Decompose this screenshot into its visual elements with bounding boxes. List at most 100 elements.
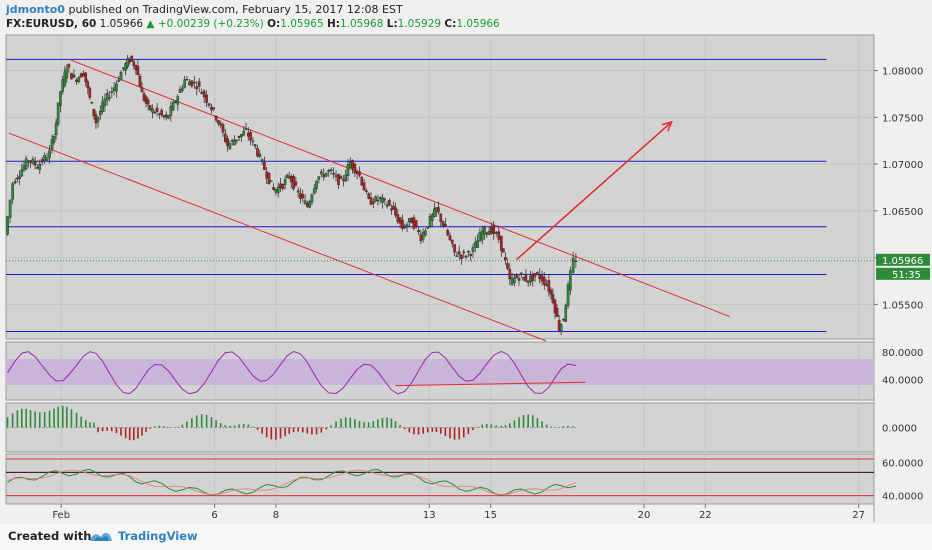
candle [533, 273, 537, 282]
candle-body [441, 221, 445, 226]
candle-body [162, 115, 166, 118]
candle [138, 73, 142, 88]
candle [181, 84, 184, 93]
macd-histogram-bar [265, 427, 268, 438]
macd-histogram-bar [386, 417, 388, 428]
candle-body [283, 179, 287, 185]
candle [151, 104, 154, 119]
candle [153, 110, 157, 114]
time-tick-label: 8 [273, 510, 279, 521]
candle-body [267, 172, 271, 184]
candle-body [542, 276, 546, 285]
candle [337, 173, 340, 189]
macd-histogram-bar [252, 426, 254, 428]
candle-body [310, 194, 314, 203]
candle [292, 174, 295, 191]
close-value: 1.05966 [456, 18, 500, 30]
candle [344, 169, 347, 182]
candle-body [522, 277, 525, 281]
macd-histogram-bar [158, 425, 161, 428]
macd-histogram-bar [238, 424, 240, 428]
candle [312, 183, 316, 195]
macd-histogram-bar [101, 427, 104, 432]
candle-body [547, 280, 551, 292]
candle-body [446, 230, 449, 236]
candle [155, 102, 159, 117]
macd-histogram-bar [500, 425, 503, 428]
candle [99, 105, 102, 120]
candle [455, 251, 459, 257]
candle-body [70, 73, 73, 80]
macd-histogram-bar [124, 427, 127, 439]
candle-body [77, 77, 81, 82]
tradingview-logo-icon[interactable] [88, 528, 114, 544]
candle [103, 93, 107, 112]
candle-body [140, 87, 144, 93]
candle [214, 115, 218, 123]
candle [433, 202, 436, 218]
macd-histogram-bar [84, 420, 87, 428]
candle [551, 288, 555, 305]
candle [56, 102, 60, 127]
candle-body [348, 161, 352, 168]
candle [439, 213, 443, 228]
candle-body [553, 299, 557, 314]
candle-body [485, 232, 489, 235]
candle-body [296, 190, 300, 193]
candle-body [50, 139, 54, 150]
candle [130, 55, 134, 62]
macd-histogram-bar [242, 423, 245, 428]
macd-tick-label: 0.0000 [882, 424, 917, 435]
candle [460, 254, 463, 265]
candle-body [317, 176, 321, 180]
time-tick-label: Feb [52, 510, 70, 521]
stoch-pane [5, 453, 875, 505]
candle-body [417, 230, 420, 233]
candle [508, 263, 512, 286]
candle [33, 156, 37, 170]
macd-histogram-bar [467, 427, 470, 435]
macd-histogram-bar [358, 421, 361, 428]
candle [96, 116, 100, 128]
open-value: 1.05965 [280, 18, 324, 30]
candle-body [308, 201, 311, 208]
candle-body [467, 250, 470, 253]
candle-body [103, 98, 107, 107]
candle [207, 102, 211, 108]
candle-body [428, 216, 432, 227]
candle-body [401, 219, 404, 229]
rsi-trendline [395, 381, 586, 387]
candle-body [306, 203, 309, 207]
candle-body [164, 114, 168, 118]
candle-body [48, 150, 51, 158]
candle-body [151, 108, 154, 113]
time-tick-label: 20 [638, 510, 651, 521]
symbol-label[interactable]: FX:EURUSD, 60 [6, 18, 97, 30]
candle-body [247, 132, 250, 137]
candle [249, 129, 252, 146]
macd-histogram-bar [367, 422, 370, 428]
author-name[interactable]: jdmonto0 [6, 3, 65, 16]
macd-histogram-bar [311, 427, 313, 435]
candle-body [249, 132, 252, 141]
candle-body [448, 235, 452, 241]
rsi-tick-label: 40.0000 [882, 376, 923, 387]
candle-body [457, 251, 461, 255]
candle [202, 89, 206, 104]
candle-body [540, 275, 544, 282]
candle-body [358, 171, 361, 176]
macd-histogram-bar [195, 415, 198, 428]
macd-histogram-bar [279, 427, 282, 439]
candle-body [371, 201, 375, 205]
candle [513, 274, 516, 287]
candle [390, 204, 393, 215]
chart-svg[interactable]: Feb 6 8 13 15 20 22 27 1.08000 1.07500 1.07000 1.06… [0, 0, 932, 524]
candle-body [195, 86, 199, 89]
brand-name[interactable]: TradingView [118, 529, 198, 543]
candle [471, 243, 475, 258]
candle-body [569, 270, 572, 291]
candle [38, 159, 42, 174]
macd-histogram-bar [572, 426, 574, 428]
candle-body [365, 190, 368, 192]
candle [383, 197, 387, 205]
